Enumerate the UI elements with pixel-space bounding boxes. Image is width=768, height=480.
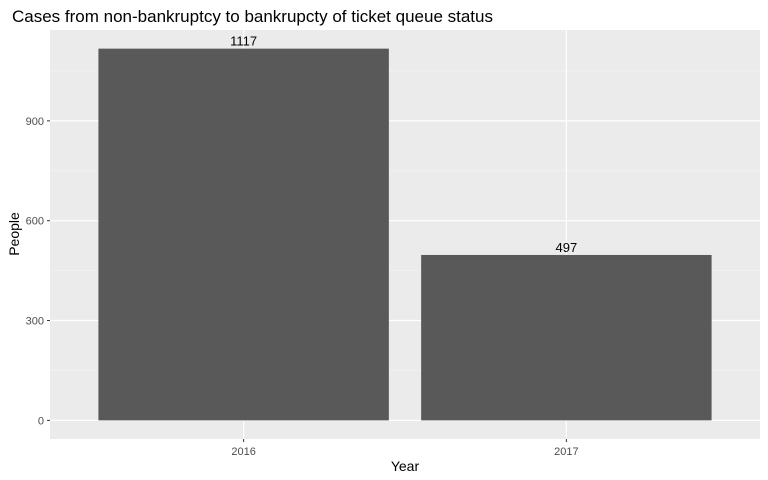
data-label-2016: 1117 xyxy=(230,34,257,49)
y-axis-title: People xyxy=(6,212,22,256)
data-label-2017: 497 xyxy=(556,240,578,255)
x-axis-title: Year xyxy=(391,458,420,474)
x-tick-label: 2016 xyxy=(231,446,255,458)
bar-2016 xyxy=(98,48,389,421)
y-tick-label: 300 xyxy=(26,316,44,328)
y-tick-label: 900 xyxy=(26,116,44,128)
y-axis: 0 300 600 900 xyxy=(26,116,50,427)
bar-2017 xyxy=(421,254,712,421)
x-tick-label: 2017 xyxy=(554,446,578,458)
x-axis: 2016 2017 xyxy=(231,439,579,458)
y-tick-label: 0 xyxy=(38,415,44,427)
bars xyxy=(98,48,712,421)
data-labels: 1117 497 xyxy=(230,34,577,255)
y-tick-label: 600 xyxy=(26,216,44,228)
chart-title: Cases from non-bankruptcy to bankrupcty … xyxy=(12,7,493,26)
